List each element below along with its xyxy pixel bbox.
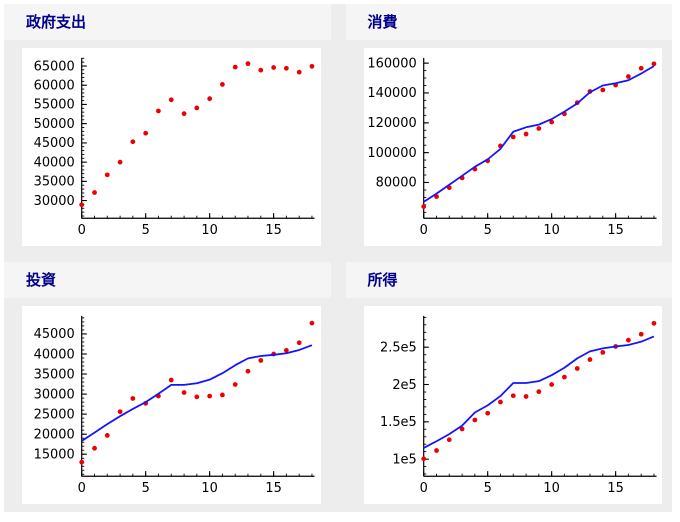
charts-grid: 政府支出 30000 35000 40000 45000 50000 55000 60000… — [4, 4, 672, 512]
svg-text:15: 15 — [607, 223, 623, 238]
chart-svg: 80000 100000 120000 140000 160000 0 5 10 15 — [367, 56, 657, 238]
svg-text:1e5: 1e5 — [392, 452, 416, 467]
chart-svg: 30000 35000 40000 45000 50000 55000 60000 65000… — [34, 57, 315, 238]
svg-text:30000: 30000 — [34, 387, 75, 402]
svg-text:25000: 25000 — [34, 407, 75, 422]
chart-title-investment: 投資 — [4, 262, 331, 298]
svg-text:80000: 80000 — [375, 176, 416, 191]
svg-text:30000: 30000 — [34, 194, 75, 209]
plot-consumption: 80000 100000 120000 140000 160000 0 5 10 15 — [363, 48, 662, 246]
svg-text:160000: 160000 — [367, 56, 416, 71]
chart-panel-income: 所得 1e5 1.5e5 2e5 2.5e5 0 5 10 15 — [345, 262, 672, 506]
svg-text:120000: 120000 — [367, 116, 416, 131]
svg-text:15: 15 — [265, 223, 281, 238]
svg-text:10: 10 — [543, 481, 559, 496]
svg-text:0: 0 — [78, 481, 86, 496]
svg-text:0: 0 — [419, 223, 427, 238]
chart-title-government-spending: 政府支出 — [4, 4, 331, 40]
svg-text:35000: 35000 — [34, 367, 75, 382]
svg-text:15: 15 — [607, 481, 623, 496]
svg-text:10: 10 — [543, 223, 559, 238]
svg-text:10: 10 — [201, 223, 217, 238]
svg-text:65000: 65000 — [34, 59, 75, 74]
svg-text:140000: 140000 — [367, 86, 416, 101]
chart-panel-consumption: 消費 80000 100000 120000 140000 160000 0 5 10 15 — [345, 4, 672, 248]
svg-text:10: 10 — [201, 481, 217, 496]
svg-text:40000: 40000 — [34, 347, 75, 362]
svg-text:55000: 55000 — [34, 98, 75, 113]
svg-text:45000: 45000 — [34, 327, 75, 342]
svg-text:5: 5 — [142, 481, 150, 496]
svg-text:2.5e5: 2.5e5 — [380, 340, 417, 355]
svg-text:45000: 45000 — [34, 136, 75, 151]
svg-text:5: 5 — [142, 223, 150, 238]
svg-text:5: 5 — [483, 481, 491, 496]
svg-text:35000: 35000 — [34, 175, 75, 190]
chart-svg: 1e5 1.5e5 2e5 2.5e5 0 5 10 15 — [380, 315, 657, 496]
svg-text:2e5: 2e5 — [392, 378, 416, 393]
svg-text:1.5e5: 1.5e5 — [380, 415, 417, 430]
svg-text:60000: 60000 — [34, 79, 75, 94]
svg-text:5: 5 — [483, 223, 491, 238]
chart-panel-investment: 投資 15000 20000 25000 30000 35000 40000 45000 0 5… — [4, 262, 331, 506]
svg-text:0: 0 — [419, 481, 427, 496]
chart-title-consumption: 消費 — [345, 4, 672, 40]
svg-text:0: 0 — [78, 223, 86, 238]
plot-income: 1e5 1.5e5 2e5 2.5e5 0 5 10 15 — [363, 306, 662, 504]
svg-text:15: 15 — [265, 481, 281, 496]
chart-panel-government-spending: 政府支出 30000 35000 40000 45000 50000 55000 60000… — [4, 4, 331, 248]
svg-text:20000: 20000 — [34, 427, 75, 442]
svg-text:50000: 50000 — [34, 117, 75, 132]
svg-text:15000: 15000 — [34, 447, 75, 462]
svg-text:100000: 100000 — [367, 146, 416, 161]
plot-investment: 15000 20000 25000 30000 35000 40000 45000 0 5 10 1… — [22, 306, 321, 504]
chart-title-income: 所得 — [345, 262, 672, 298]
plot-government-spending: 30000 35000 40000 45000 50000 55000 60000 65000… — [22, 48, 321, 246]
chart-svg: 15000 20000 25000 30000 35000 40000 45000 0 5 10 1… — [34, 315, 315, 496]
svg-text:40000: 40000 — [34, 155, 75, 170]
